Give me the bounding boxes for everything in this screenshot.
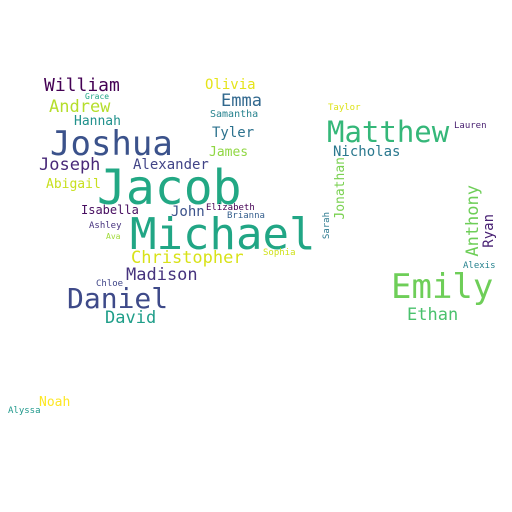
word-taylor: Taylor (328, 103, 361, 113)
word-christopher: Christopher (131, 248, 244, 268)
word-nicholas: Nicholas (333, 144, 401, 160)
word-grace: Grace (85, 92, 110, 101)
word-madison: Madison (126, 265, 198, 285)
word-joshua: Joshua (50, 124, 173, 164)
word-william: William (44, 75, 120, 96)
word-sophia: Sophia (263, 248, 296, 258)
word-isabella: Isabella (81, 203, 139, 217)
word-jonathan: Jonathan (333, 157, 348, 220)
word-alexander: Alexander (133, 157, 209, 173)
word-alexis: Alexis (463, 261, 496, 271)
word-samantha: Samantha (210, 109, 259, 120)
word-ryan: Ryan (481, 214, 497, 248)
word-lauren: Lauren (454, 121, 487, 131)
word-james: James (209, 145, 249, 160)
word-tyler: Tyler (212, 125, 255, 141)
word-hannah: Hannah (74, 114, 121, 129)
word-john: John (171, 204, 205, 220)
word-andrew: Andrew (49, 97, 111, 117)
word-ava: Ava (106, 232, 121, 241)
word-emma: Emma (221, 91, 262, 111)
word-matthew: Matthew (327, 115, 450, 149)
word-daniel: Daniel (67, 282, 169, 315)
word-david: David (105, 308, 157, 328)
word-ethan: Ethan (407, 305, 459, 325)
word-anthony: Anthony (463, 185, 483, 257)
word-chloe: Chloe (96, 279, 124, 289)
word-michael: Michael (130, 209, 316, 260)
word-ashley: Ashley (89, 221, 122, 231)
word-joseph: Joseph (39, 155, 101, 175)
word-sarah: Sarah (322, 212, 332, 240)
word-alyssa: Alyssa (8, 406, 41, 416)
word-abigail: Abigail (46, 177, 101, 192)
word-noah: Noah (39, 395, 71, 410)
word-emily: Emily (391, 267, 494, 307)
word-brianna: Brianna (227, 211, 265, 221)
word-jacob: Jacob (97, 160, 242, 216)
word-olivia: Olivia (205, 77, 256, 93)
word-elizabeth: Elizabeth (206, 203, 255, 213)
